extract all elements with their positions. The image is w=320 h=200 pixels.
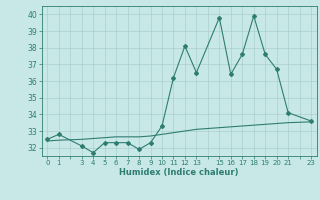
X-axis label: Humidex (Indice chaleur): Humidex (Indice chaleur)	[119, 168, 239, 177]
